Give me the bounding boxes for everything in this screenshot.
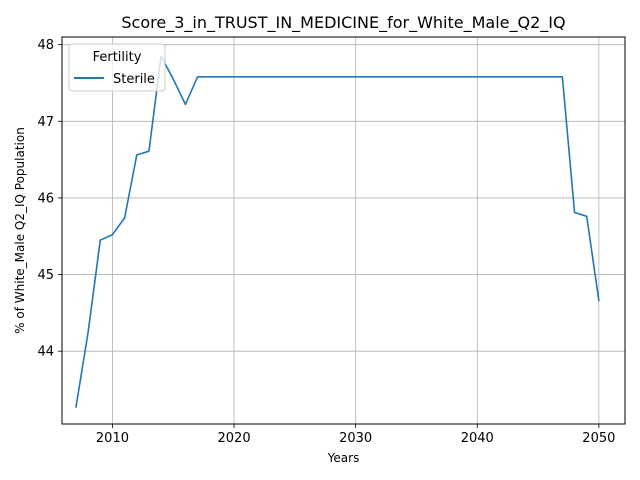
y-tick-label: 45 [37, 268, 54, 283]
y-tick-label: 44 [37, 345, 54, 360]
ticks: 2010 2020 2030 2040 2050 44 45 46 47 48 [37, 38, 615, 446]
legend: Fertility Sterile [68, 43, 166, 92]
y-axis-label: % of White_Male Q2_IQ Population [13, 127, 27, 334]
x-tick-label: 2030 [339, 431, 372, 446]
legend-title: Fertility [93, 50, 142, 65]
legend-label-sterile: Sterile [113, 72, 155, 87]
chart-title: Score_3_in_TRUST_IN_MEDICINE_for_White_M… [121, 13, 565, 33]
x-tick-label: 2040 [461, 431, 494, 446]
grid [62, 37, 625, 424]
legend-box [68, 43, 166, 92]
x-tick-label: 2050 [582, 431, 615, 446]
y-tick-label: 48 [37, 38, 54, 53]
plot-frame [61, 36, 626, 425]
x-tick-label: 2020 [218, 431, 251, 446]
x-axis-label: Years [327, 451, 360, 465]
y-tick-label: 46 [37, 191, 54, 206]
y-tick-label: 47 [37, 115, 54, 130]
x-tick-label: 2010 [96, 431, 129, 446]
